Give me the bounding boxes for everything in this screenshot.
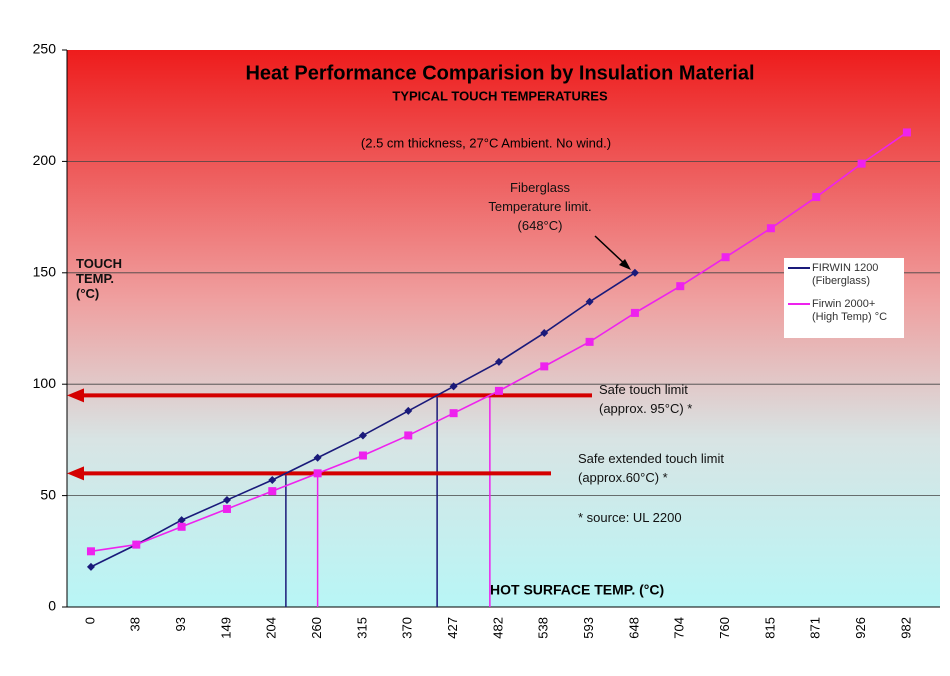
point <box>86 562 95 571</box>
point <box>313 469 322 478</box>
x-tick-label: 593 <box>581 617 596 639</box>
y-tick-label: 0 <box>48 598 56 614</box>
x-tick-label: 482 <box>490 617 505 639</box>
point <box>494 357 503 366</box>
point <box>721 253 730 262</box>
point <box>132 540 141 549</box>
x-tick-label: 38 <box>128 617 143 631</box>
legend-label: FIRWIN 1200 (Fiberglass) <box>812 262 879 287</box>
annotation-arrowhead <box>619 259 631 270</box>
x-tick-label: 982 <box>898 617 913 639</box>
y-tick-label: 100 <box>33 375 57 391</box>
threshold-arrowhead <box>67 388 84 403</box>
legend-swatch <box>788 267 810 269</box>
x-tick-label: 926 <box>853 617 868 639</box>
point <box>268 487 277 496</box>
chart-subtitle: TYPICAL TOUCH TEMPERATURES <box>392 88 608 103</box>
x-tick-label: 0 <box>82 617 97 624</box>
x-tick-label: 648 <box>626 617 641 639</box>
x-axis-label: HOT SURFACE TEMP. (°C) <box>490 582 664 598</box>
point <box>857 159 866 168</box>
y-tick-label: 250 <box>33 41 57 57</box>
x-tick-label: 204 <box>264 617 279 639</box>
x-tick-label: 704 <box>672 617 687 639</box>
annotation: * source: UL 2200 <box>578 510 682 525</box>
x-tick-label: 315 <box>354 617 369 639</box>
x-tick-label: 370 <box>400 617 415 639</box>
threshold-label: Safe touch limit (approx. 95°C) * <box>599 382 693 416</box>
x-tick-label: 871 <box>808 617 823 639</box>
threshold-label: Safe extended touch limit (approx.60°C) … <box>578 451 724 485</box>
point <box>449 409 458 418</box>
point <box>222 496 231 505</box>
point <box>268 476 277 485</box>
x-tick-label: 760 <box>717 617 732 639</box>
x-tick-label: 427 <box>445 617 460 639</box>
y-tick-label: 150 <box>33 264 57 280</box>
point <box>404 406 413 415</box>
point <box>449 382 458 391</box>
point <box>540 328 549 337</box>
point <box>177 516 186 525</box>
point <box>222 504 231 513</box>
legend-entry: Firwin 2000+ (High Temp) °C <box>784 298 904 324</box>
point <box>630 268 639 277</box>
point <box>585 337 594 346</box>
point <box>676 282 685 291</box>
y-axis-label: TOUCH TEMP. (°C) <box>76 256 122 301</box>
point <box>630 308 639 317</box>
x-tick-label: 149 <box>218 617 233 639</box>
point <box>177 522 186 531</box>
y-tick-label: 50 <box>40 486 56 502</box>
threshold-arrowhead <box>67 466 84 481</box>
legend-entry: FIRWIN 1200 (Fiberglass) <box>784 262 904 288</box>
point <box>540 362 549 371</box>
chart-title: Heat Performance Comparision by Insulati… <box>245 62 754 84</box>
y-tick-label: 200 <box>33 152 57 168</box>
note: (2.5 cm thickness, 27°C Ambient. No wind… <box>361 135 611 150</box>
point <box>902 128 911 137</box>
point <box>585 297 594 306</box>
point <box>86 547 95 556</box>
point <box>313 453 322 462</box>
point <box>812 193 821 202</box>
point <box>766 224 775 233</box>
point <box>494 386 503 395</box>
legend: FIRWIN 1200 (Fiberglass) Firwin 2000+ (Hi… <box>784 258 904 338</box>
legend-label: Firwin 2000+ (High Temp) °C <box>812 298 888 323</box>
point <box>358 431 367 440</box>
x-tick-label: 538 <box>536 617 551 639</box>
legend-swatch <box>788 303 810 305</box>
x-tick-label: 260 <box>309 617 324 639</box>
annotation-arrow <box>594 235 628 267</box>
point <box>404 431 413 440</box>
point <box>358 451 367 460</box>
annotation: Fiberglass Temperature limit. (648°C) <box>488 180 592 233</box>
x-tick-label: 815 <box>762 617 777 639</box>
x-tick-label: 93 <box>173 617 188 631</box>
